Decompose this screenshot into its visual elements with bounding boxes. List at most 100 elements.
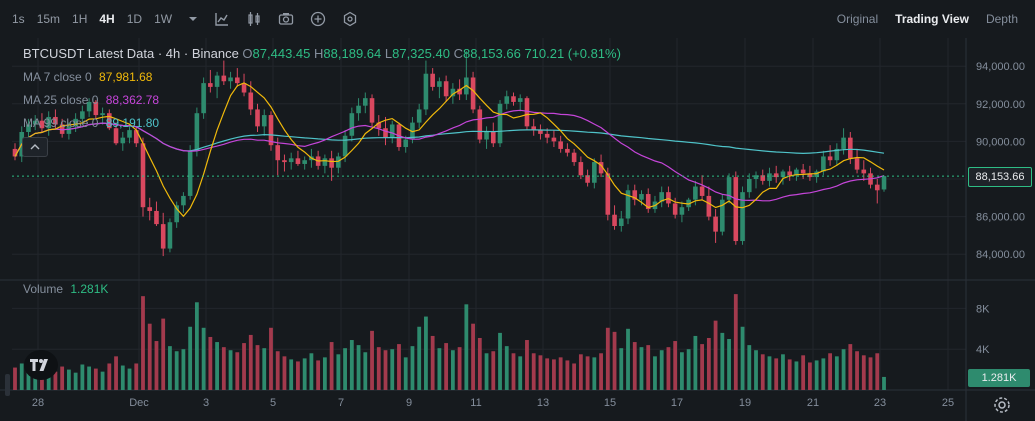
timeframe-1h[interactable]: 1H xyxy=(72,12,88,26)
volume-bar xyxy=(154,341,159,390)
volume-bar xyxy=(73,372,78,390)
candle-body xyxy=(133,130,139,144)
candle-body xyxy=(349,113,355,136)
volume-bar xyxy=(296,361,300,390)
price-tick-label: 94,000.00 xyxy=(976,61,1025,73)
candle-body xyxy=(497,103,503,144)
time-tick-label: 23 xyxy=(874,397,886,409)
candle-body xyxy=(814,171,819,178)
candle-body xyxy=(592,162,597,183)
candle-body xyxy=(504,96,510,104)
volume-bar xyxy=(680,352,684,390)
volume-bar xyxy=(686,349,691,390)
candle-body xyxy=(282,160,287,163)
volume-bar xyxy=(383,350,388,390)
volume-bar xyxy=(619,348,624,390)
legend-ma99[interactable]: MA 99 close 0 89,191.80 xyxy=(23,116,159,130)
timeframe-15m[interactable]: 15m xyxy=(36,12,61,26)
candle-body xyxy=(773,173,779,178)
legend-low: 87,325.40 xyxy=(392,46,450,61)
candle-body xyxy=(12,148,18,157)
volume-bar xyxy=(834,356,839,390)
volume-bar xyxy=(302,358,307,390)
candle-body xyxy=(490,132,496,144)
ma7-value: 87,981.68 xyxy=(99,70,153,84)
volume-bar xyxy=(100,371,105,390)
candle-body xyxy=(861,169,867,174)
candle-body xyxy=(389,124,395,138)
candle-body xyxy=(511,96,516,102)
volume-bar xyxy=(430,335,435,390)
legend-high: 88,189.64 xyxy=(323,46,382,61)
candle-body xyxy=(834,148,840,161)
volume-bar xyxy=(673,341,678,390)
timeframe-1s[interactable]: 1s xyxy=(12,12,25,26)
candle-body xyxy=(268,115,274,146)
volume-bar xyxy=(356,345,361,390)
legend-ma25[interactable]: MA 25 close 0 88,362.78 xyxy=(23,93,159,107)
timeframe-4h[interactable]: 4H xyxy=(99,12,115,26)
volume-bar xyxy=(417,326,422,390)
volume-bar xyxy=(174,351,179,390)
volume-bar xyxy=(659,350,664,390)
legend-open-label: O xyxy=(242,46,253,61)
volume-bar xyxy=(127,368,132,390)
volume-bar xyxy=(558,357,563,390)
price-chart[interactable]: 94,000.00 92,000.00 90,000.00 86,000.00 84,0… xyxy=(0,38,1035,421)
chart-style-icon[interactable] xyxy=(214,11,230,27)
volume-bar xyxy=(120,365,125,390)
volume-tick-label: 4K xyxy=(976,344,990,356)
volume-bar xyxy=(754,350,758,390)
candle-body xyxy=(167,222,173,249)
add-indicator-icon[interactable] xyxy=(310,11,326,27)
volume-bar xyxy=(774,358,779,390)
candle-body xyxy=(120,137,126,144)
volume-bar xyxy=(646,345,651,390)
view-original[interactable]: Original xyxy=(836,12,879,26)
timeframe-1d[interactable]: 1D xyxy=(126,12,143,26)
volume-bar xyxy=(282,356,287,390)
volume-bar xyxy=(801,355,806,390)
chart-settings-button[interactable] xyxy=(992,395,1012,415)
timeframe-dropdown-icon[interactable] xyxy=(188,14,198,24)
time-tick-label: 3 xyxy=(203,397,209,409)
view-trading-view[interactable]: Trading View xyxy=(895,12,969,26)
view-depth[interactable]: Depth xyxy=(985,12,1018,26)
candle-type-icon[interactable] xyxy=(246,11,262,27)
candle-body xyxy=(53,116,58,125)
legend-open: 87,443.45 xyxy=(252,46,311,61)
volume-bar xyxy=(767,356,772,390)
candle-body xyxy=(551,137,557,142)
volume-bar xyxy=(794,361,799,390)
candle-body xyxy=(261,115,267,127)
volume-bar xyxy=(336,354,341,390)
candle-body xyxy=(679,207,685,215)
chevron-up-icon xyxy=(30,144,40,150)
camera-icon[interactable] xyxy=(278,11,294,27)
volume-bar xyxy=(66,369,71,390)
settings-hex-icon[interactable] xyxy=(342,11,358,27)
candle-body xyxy=(565,148,570,153)
legend-ma7[interactable]: MA 7 close 0 87,981.68 xyxy=(23,70,152,84)
volume-bar xyxy=(370,330,374,390)
volume-bar xyxy=(552,359,556,390)
volume-bar xyxy=(861,355,866,390)
candle-body xyxy=(571,152,577,163)
volume-bar xyxy=(390,349,395,390)
candle-body xyxy=(39,120,45,129)
volume-bar xyxy=(46,369,51,390)
time-tick-label: 15 xyxy=(604,397,616,409)
volume-bar xyxy=(410,346,415,390)
candle-body xyxy=(93,101,99,116)
volume-bar xyxy=(403,357,408,390)
candle-body xyxy=(612,214,617,226)
volume-bar xyxy=(592,357,597,390)
collapse-legend-button[interactable] xyxy=(22,137,48,157)
time-tick-label: 9 xyxy=(406,397,412,409)
candle-body xyxy=(477,109,483,140)
last-price-tag: 88,153.66 xyxy=(968,167,1032,188)
candle-body xyxy=(585,175,590,183)
volume-bar xyxy=(713,320,718,390)
time-tick-label: 25 xyxy=(942,397,954,409)
timeframe-1w[interactable]: 1W xyxy=(154,12,173,26)
